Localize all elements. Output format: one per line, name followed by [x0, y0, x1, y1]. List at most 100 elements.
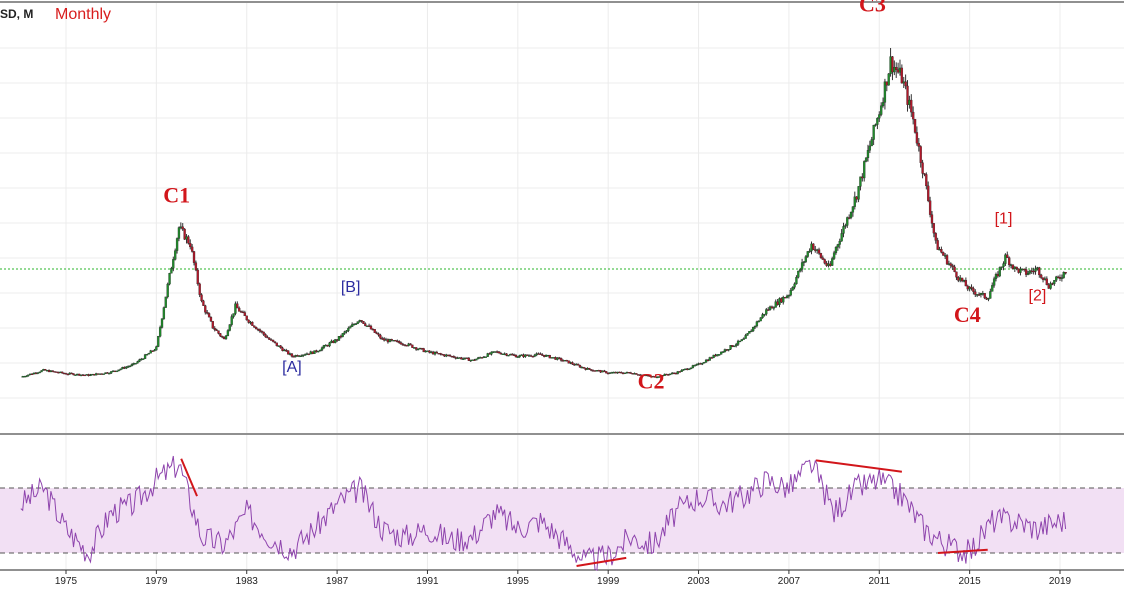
- candle: [831, 256, 834, 266]
- candle: [379, 333, 382, 340]
- candle: [957, 276, 960, 283]
- candle: [518, 354, 521, 359]
- candle: [785, 294, 789, 299]
- candle: [740, 339, 743, 342]
- candle: [190, 244, 194, 253]
- wave-label-2: [2]: [1029, 288, 1047, 305]
- candle: [49, 370, 53, 373]
- candle: [396, 339, 399, 343]
- candle: [390, 338, 393, 342]
- candle: [285, 348, 288, 353]
- candle: [857, 186, 860, 203]
- candle: [962, 279, 966, 283]
- candle: [262, 331, 265, 336]
- candle: [153, 348, 156, 352]
- candle: [343, 330, 346, 335]
- candle: [349, 325, 352, 329]
- candle: [631, 373, 634, 375]
- candle: [599, 369, 602, 373]
- candle: [774, 299, 777, 308]
- candle: [298, 355, 301, 358]
- x-tick-label: 2003: [687, 576, 710, 587]
- x-tick-label: 1983: [236, 576, 259, 587]
- candle: [970, 284, 973, 291]
- candle: [725, 348, 728, 352]
- candle: [497, 351, 501, 354]
- candle: [435, 350, 439, 354]
- candle: [992, 276, 996, 288]
- candle: [339, 334, 343, 339]
- candle: [981, 290, 984, 296]
- candle: [311, 351, 314, 355]
- candle: [354, 323, 358, 325]
- candle: [522, 353, 525, 358]
- candle: [934, 232, 937, 244]
- candle: [366, 325, 369, 327]
- candle: [942, 251, 945, 256]
- candle: [172, 256, 175, 272]
- candle: [177, 226, 181, 242]
- candle: [930, 211, 934, 228]
- candle: [328, 341, 331, 348]
- candle: [524, 354, 527, 358]
- candle: [307, 353, 311, 356]
- candle: [795, 275, 798, 285]
- candle: [625, 371, 629, 374]
- candle: [456, 356, 459, 359]
- candle: [1034, 265, 1037, 275]
- candle: [767, 307, 770, 311]
- symbol-label: SD, M: [0, 7, 33, 21]
- candle: [151, 350, 154, 352]
- price-grid: [0, 3, 1124, 433]
- candle: [44, 368, 47, 371]
- candle: [742, 337, 745, 340]
- candle: [296, 354, 299, 357]
- candle: [955, 271, 958, 281]
- candle: [383, 337, 386, 342]
- candle: [960, 277, 964, 283]
- candle: [375, 331, 378, 335]
- candle: [433, 351, 437, 356]
- candle: [627, 371, 631, 374]
- candle: [439, 352, 442, 356]
- candle: [614, 371, 617, 374]
- candle: [669, 373, 672, 376]
- candle: [588, 367, 591, 370]
- candle: [870, 136, 873, 147]
- candle: [315, 349, 318, 353]
- wave-label-C2: C2: [638, 369, 665, 394]
- candle: [313, 350, 316, 354]
- candle: [104, 372, 107, 375]
- candle: [40, 370, 43, 373]
- candle: [520, 354, 523, 356]
- candle: [765, 307, 768, 316]
- x-tick-label: 1991: [416, 576, 439, 587]
- candle: [563, 359, 567, 362]
- candle: [846, 216, 849, 228]
- candle: [623, 372, 627, 374]
- candle: [236, 301, 239, 309]
- candle: [420, 347, 423, 350]
- candle: [128, 365, 132, 368]
- candle: [936, 237, 939, 250]
- candle: [1041, 277, 1045, 283]
- candle: [450, 355, 454, 358]
- candle: [505, 353, 508, 357]
- candle: [347, 326, 350, 333]
- candle: [405, 344, 408, 347]
- candle: [501, 353, 504, 355]
- candle: [586, 367, 589, 370]
- x-tick-label: 1975: [55, 576, 78, 587]
- candle: [735, 342, 738, 348]
- candle: [908, 95, 911, 109]
- candle: [358, 319, 361, 323]
- candle: [79, 374, 83, 377]
- candle: [334, 338, 337, 344]
- candle: [919, 145, 922, 168]
- candle: [1008, 256, 1011, 268]
- candle: [121, 366, 124, 370]
- candle: [241, 310, 245, 314]
- candle: [332, 339, 335, 344]
- candle: [200, 293, 203, 303]
- candle: [507, 354, 510, 357]
